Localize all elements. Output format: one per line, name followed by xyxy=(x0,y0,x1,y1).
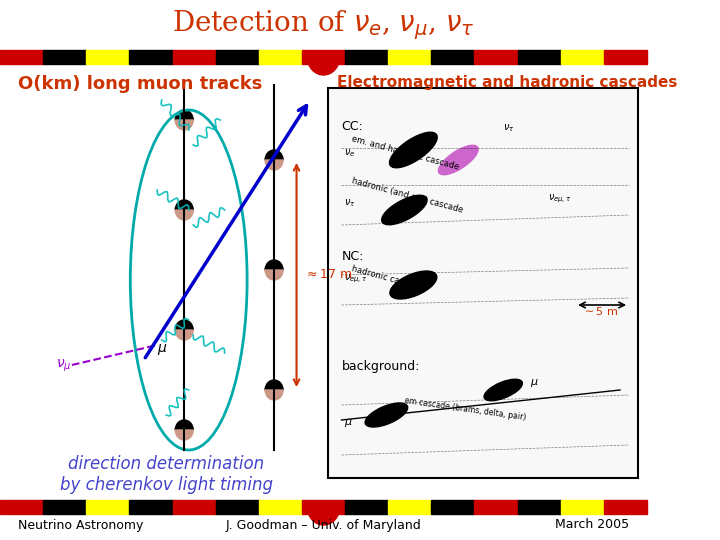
Bar xyxy=(0,500,43,514)
Text: March 2005: March 2005 xyxy=(555,518,629,531)
Bar xyxy=(345,500,388,514)
Text: $\nu_\mu$: $\nu_\mu$ xyxy=(55,358,71,374)
Text: NC:: NC: xyxy=(341,250,364,263)
Ellipse shape xyxy=(438,145,478,175)
Bar xyxy=(86,500,130,514)
Bar xyxy=(216,50,258,64)
Wedge shape xyxy=(265,270,283,280)
Bar xyxy=(216,500,258,514)
Bar xyxy=(302,50,345,64)
Text: Detection of $\nu_e$, $\nu_\mu$, $\nu_\tau$: Detection of $\nu_e$, $\nu_\mu$, $\nu_\t… xyxy=(172,8,474,42)
Wedge shape xyxy=(175,430,193,440)
Bar xyxy=(302,500,345,514)
Text: direction determination
by cherenkov light timing: direction determination by cherenkov lig… xyxy=(60,455,273,494)
Bar xyxy=(604,500,647,514)
Bar xyxy=(258,500,302,514)
Bar xyxy=(388,50,431,64)
Bar xyxy=(474,50,518,64)
Text: $\nu_{e\mu,\tau}$: $\nu_{e\mu,\tau}$ xyxy=(344,272,368,285)
Bar xyxy=(604,50,647,64)
Wedge shape xyxy=(265,390,283,400)
Bar xyxy=(173,500,216,514)
Bar xyxy=(258,50,302,64)
Text: hadronic (and em) cascade: hadronic (and em) cascade xyxy=(351,177,464,215)
Wedge shape xyxy=(175,120,193,130)
Bar xyxy=(43,500,86,514)
Wedge shape xyxy=(175,200,193,210)
Wedge shape xyxy=(307,507,340,525)
Ellipse shape xyxy=(390,271,437,299)
Bar xyxy=(43,50,86,64)
Bar xyxy=(431,50,474,64)
Wedge shape xyxy=(175,110,193,120)
Wedge shape xyxy=(175,330,193,340)
Bar xyxy=(0,50,43,64)
Text: Electromagnetic and hadronic cascades: Electromagnetic and hadronic cascades xyxy=(337,75,678,90)
Wedge shape xyxy=(307,57,340,75)
Text: J. Goodman – Univ. of Maryland: J. Goodman – Univ. of Maryland xyxy=(225,518,421,531)
Wedge shape xyxy=(175,320,193,330)
Bar xyxy=(474,500,518,514)
Text: CC:: CC: xyxy=(341,120,363,133)
Text: $\mu$: $\mu$ xyxy=(157,342,168,357)
Wedge shape xyxy=(175,210,193,220)
Text: $\nu_\tau$: $\nu_\tau$ xyxy=(344,197,356,209)
Bar xyxy=(345,50,388,64)
Text: O(km) long muon tracks: O(km) long muon tracks xyxy=(18,75,262,93)
Text: $\nu_\tau$: $\nu_\tau$ xyxy=(503,122,515,134)
Text: $\approx 17\ \mathrm{m}$: $\approx 17\ \mathrm{m}$ xyxy=(304,268,352,281)
Ellipse shape xyxy=(382,195,427,225)
Wedge shape xyxy=(265,160,283,170)
Text: em. and hadronic cascade: em. and hadronic cascade xyxy=(351,134,460,172)
Bar xyxy=(518,50,561,64)
Bar xyxy=(130,50,173,64)
Ellipse shape xyxy=(484,379,523,401)
Text: background:: background: xyxy=(341,360,420,373)
Bar xyxy=(561,50,604,64)
Bar xyxy=(86,50,130,64)
Wedge shape xyxy=(265,380,283,390)
Bar xyxy=(328,88,638,478)
Wedge shape xyxy=(265,150,283,160)
Text: $\nu_{e\mu,\tau}$: $\nu_{e\mu,\tau}$ xyxy=(548,192,572,205)
Text: em cascade (brams, delta, pair): em cascade (brams, delta, pair) xyxy=(405,396,527,422)
Bar xyxy=(388,500,431,514)
Wedge shape xyxy=(175,420,193,430)
Wedge shape xyxy=(265,260,283,270)
Bar xyxy=(130,500,173,514)
Ellipse shape xyxy=(390,132,437,168)
Text: $\nu_e$: $\nu_e$ xyxy=(344,147,356,159)
Text: $\mu$: $\mu$ xyxy=(530,377,539,389)
Bar xyxy=(431,500,474,514)
Text: Neutrino Astronomy: Neutrino Astronomy xyxy=(18,518,143,531)
Bar xyxy=(518,500,561,514)
Text: hadronic cascade: hadronic cascade xyxy=(351,264,424,292)
Bar xyxy=(173,50,216,64)
Text: $\sim 5\ \mathrm{m}$: $\sim 5\ \mathrm{m}$ xyxy=(582,305,618,317)
Ellipse shape xyxy=(365,403,408,427)
Text: $\mu$: $\mu$ xyxy=(344,417,353,429)
Bar xyxy=(561,500,604,514)
